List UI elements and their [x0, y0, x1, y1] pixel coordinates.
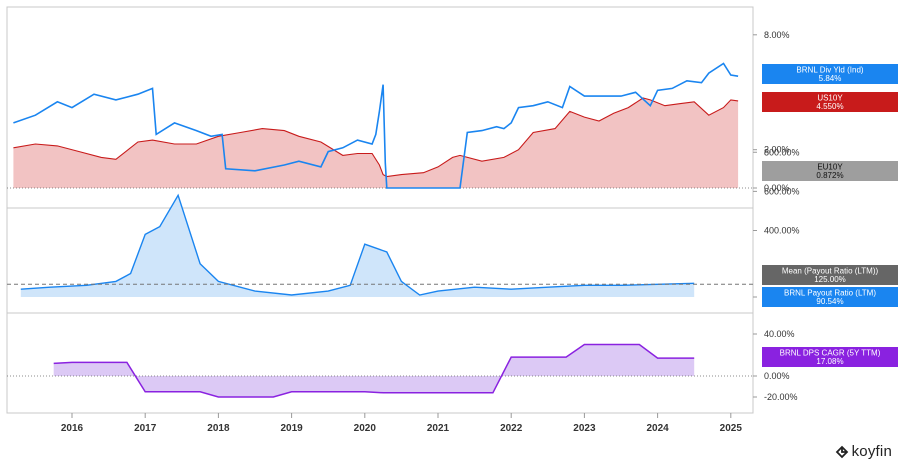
x-tick-label-5: 2021	[427, 423, 450, 434]
label-payout-mean-bg	[762, 265, 898, 285]
label-brnl-div-yld-bg	[762, 64, 898, 84]
x-tick-label-0: 2016	[61, 423, 84, 434]
payout-axis-tick-label-2: 400.00%	[764, 225, 800, 235]
label-brnl-payout-bg	[762, 287, 898, 307]
label-eu10y-bg	[762, 161, 898, 181]
label-eu10y-series-name: EU10Y	[817, 163, 843, 172]
us10y-line	[13, 97, 739, 178]
x-tick-label-6: 2022	[500, 423, 523, 434]
us10y-area	[13, 98, 739, 188]
x-tick-label-2: 2018	[207, 423, 230, 434]
label-eu10y-value: 0.872%	[816, 171, 843, 180]
yield-axis-tick-label-0: 8.00%	[764, 30, 790, 40]
label-brnl-dps-cagr-series-name: BRNL DPS CAGR (5Y TTM)	[780, 349, 881, 358]
x-tick-label-4: 2020	[354, 423, 377, 434]
yield-axis-tick-label-1: 2.00%	[764, 145, 790, 155]
label-brnl-payout-value: 90.54%	[816, 297, 843, 306]
dps-axis-tick-label-2: -20.00%	[764, 392, 798, 402]
x-tick-label-3: 2019	[280, 423, 303, 434]
dps-cagr-area	[53, 344, 695, 397]
x-tick-label-8: 2024	[646, 423, 669, 434]
label-payout-mean-value: 125.00%	[814, 275, 846, 284]
brnl-div-yield-line	[13, 62, 739, 189]
x-tick-label-9: 2025	[720, 423, 743, 434]
brand-name: koyfin	[851, 443, 892, 460]
label-brnl-div-yld-value: 5.84%	[819, 74, 842, 83]
x-tick-label-1: 2017	[134, 423, 157, 434]
label-brnl-payout-series-name: BRNL Payout Ratio (LTM)	[784, 289, 876, 298]
dps-axis-tick-label-1: 0.00%	[764, 371, 790, 381]
label-brnl-div-yld: BRNL Div Yld (Ind)5.84%	[762, 64, 898, 84]
label-brnl-dps-cagr-bg	[762, 347, 898, 367]
payout-axis-tick-label-1: 600.00%	[764, 186, 800, 196]
payout-axis-tick-label-0: 800.00%	[764, 147, 800, 157]
dps-axis-tick-label-0: 40.00%	[764, 329, 795, 339]
koyfin-logo-icon	[835, 445, 848, 458]
dps-cagr-line	[53, 343, 695, 398]
label-brnl-dps-cagr-value: 17.08%	[816, 357, 843, 366]
koyfin-brand: koyfin	[835, 443, 892, 460]
label-brnl-payout: BRNL Payout Ratio (LTM)90.54%	[762, 287, 898, 307]
label-payout-mean: Mean (Payout Ratio (LTM))125.00%	[762, 265, 898, 285]
label-brnl-dps-cagr: BRNL DPS CAGR (5Y TTM)17.08%	[762, 347, 898, 367]
label-brnl-div-yld-series-name: BRNL Div Yld (Ind)	[796, 66, 863, 75]
yield-axis-tick-label-2: 0.00%	[764, 183, 790, 193]
x-tick-label-7: 2023	[573, 423, 596, 434]
label-us10y-bg	[762, 92, 898, 112]
payout-area	[20, 195, 695, 297]
panel-frame-3	[6, 312, 754, 414]
label-us10y-value: 4.550%	[816, 102, 843, 111]
payout-line	[20, 193, 695, 296]
label-us10y-series-name: US10Y	[817, 94, 843, 103]
label-payout-mean-series-name: Mean (Payout Ratio (LTM))	[782, 267, 879, 276]
